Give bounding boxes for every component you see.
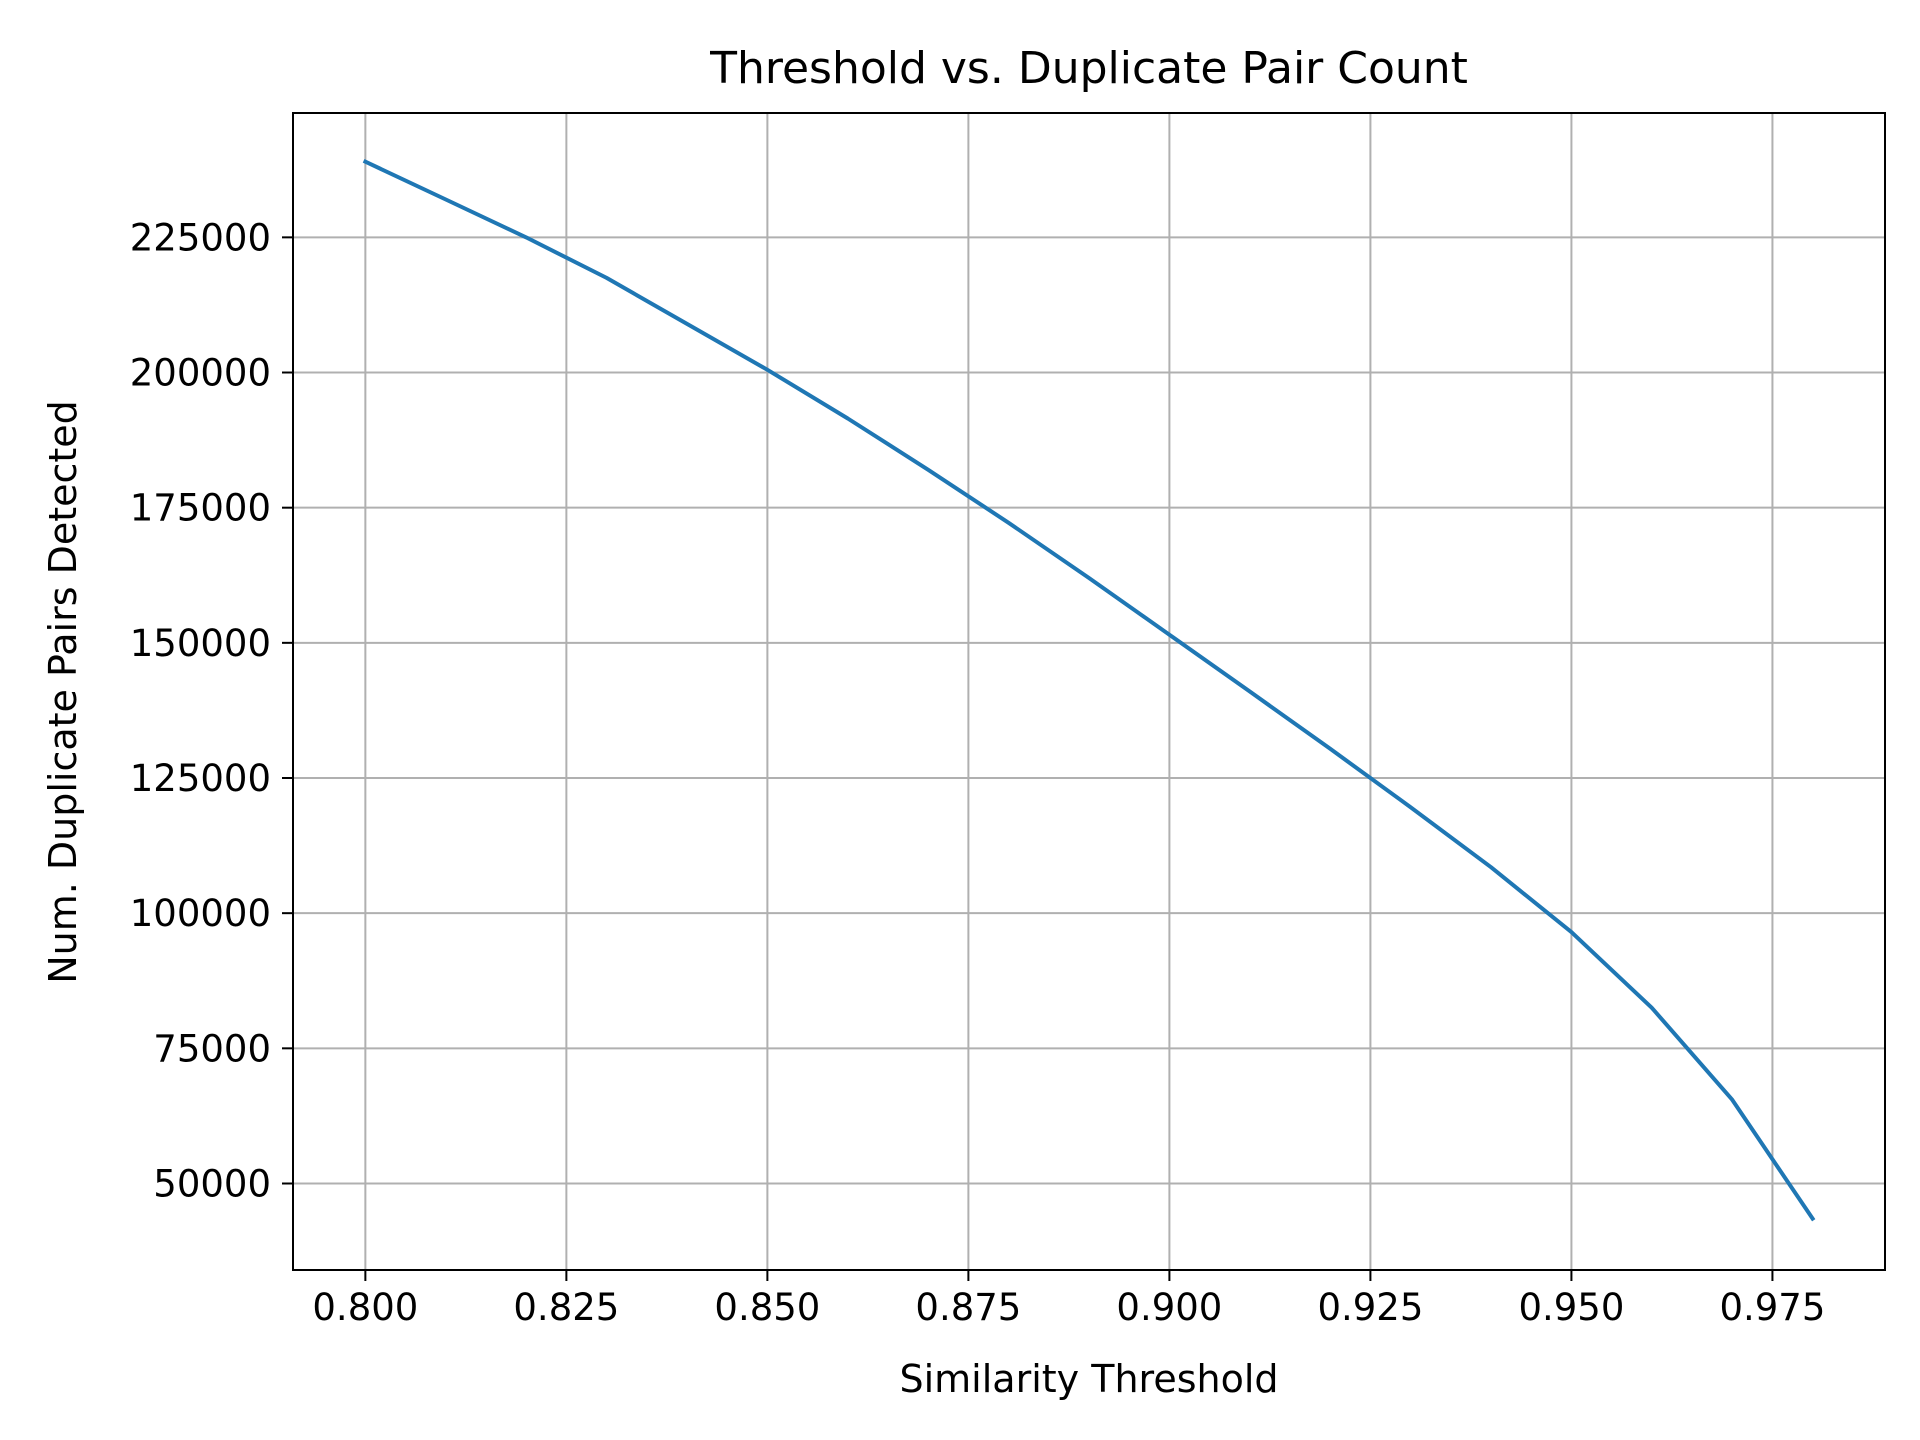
x-axis-ticks: 0.800 0.825 0.850 0.875 0.900 0.925 0.950 0.975 (312, 1270, 1825, 1329)
plot-frame (292, 112, 1886, 1271)
x-tick-label: 0.800 (312, 1286, 418, 1329)
y-tick-label: 150000 (130, 622, 271, 665)
y-tick-label: 50000 (153, 1162, 271, 1205)
y-tick-label: 175000 (130, 487, 271, 530)
chart-title: Threshold vs. Duplicate Pair Count (709, 43, 1468, 94)
x-tick-label: 0.950 (1518, 1286, 1624, 1329)
y-axis-label: Num. Duplicate Pairs Detected (41, 400, 85, 984)
x-tick-label: 0.925 (1317, 1286, 1423, 1329)
y-axis-ticks: 50000 75000 100000 125000 150000 175000 200000… (130, 216, 293, 1205)
series-group (362, 159, 1816, 1222)
y-tick-label: 225000 (130, 216, 271, 259)
x-tick-label: 0.900 (1116, 1286, 1222, 1329)
series-line (362, 159, 1816, 1222)
x-tick-label: 0.825 (513, 1286, 619, 1329)
x-tick-label: 0.875 (915, 1286, 1021, 1329)
y-tick-label: 200000 (130, 352, 271, 395)
x-tick-label: 0.850 (714, 1286, 820, 1329)
x-tick-label: 0.975 (1719, 1286, 1825, 1329)
y-tick-label: 75000 (153, 1027, 271, 1070)
y-tick-label: 100000 (130, 892, 271, 935)
y-tick-label: 125000 (130, 757, 271, 800)
grid-lines (293, 113, 1885, 1270)
x-axis-label: Similarity Threshold (899, 1357, 1278, 1401)
